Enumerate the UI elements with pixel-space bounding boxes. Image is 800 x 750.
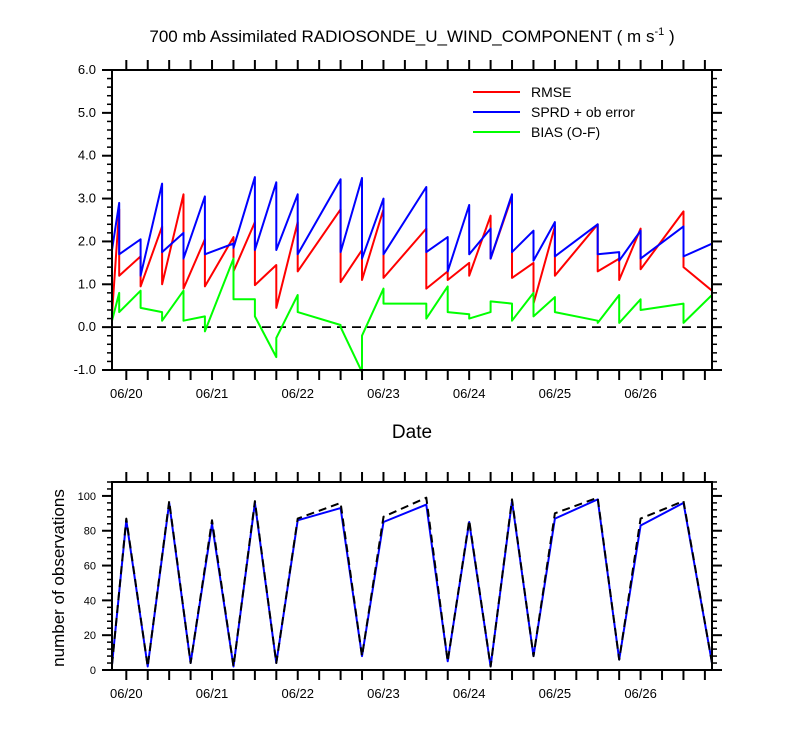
y-tick-label: -1.0 (74, 362, 96, 377)
legend-label: BIAS (O-F) (531, 124, 600, 140)
y-tick-label: 40 (84, 595, 96, 607)
y-tick-label: 100 (78, 491, 96, 503)
x-tick-label: 06/20 (110, 686, 143, 701)
bottom-panel: 06/20 06/21 06/22 06/23 06/24 06/25 06/26 0 20 40… (78, 472, 722, 701)
x-tick-label: 06/26 (624, 386, 657, 401)
x-tick-label: 06/20 (110, 386, 143, 401)
x-tick-label: 06/23 (367, 686, 400, 701)
legend-label: RMSE (531, 84, 571, 100)
bottom-axis-ticks: 06/20 06/21 06/22 06/23 06/24 06/25 06/26 0 20 40… (78, 472, 722, 701)
y-tick-label: 80 (84, 526, 96, 538)
top-axis-ticks: 06/20 06/21 06/22 06/23 06/24 06/25 06/26 -1.0 0… (74, 60, 722, 401)
top-series-lines (112, 176, 712, 374)
y-tick-label: 2.0 (78, 233, 96, 248)
y-tick-label: 4.0 (78, 148, 96, 163)
y-tick-label: 6.0 (78, 62, 96, 77)
x-tick-label: 06/22 (281, 686, 314, 701)
y-tick-label: 3.0 (78, 191, 96, 206)
x-tick-label: 06/25 (539, 386, 572, 401)
x-tick-label: 06/23 (367, 386, 400, 401)
x-tick-label: 06/24 (453, 386, 486, 401)
x-tick-label: 06/25 (539, 686, 572, 701)
bottom-series-lines (112, 496, 712, 668)
y-tick-label: 0 (90, 665, 96, 677)
series-line-bias-o-f (112, 257, 712, 374)
top-plot-frame (111, 69, 713, 371)
x-tick-label: 06/21 (196, 686, 229, 701)
top-panel: 06/20 06/21 06/22 06/23 06/24 06/25 06/26 -1.0 0… (74, 60, 722, 401)
y-tick-label: 60 (84, 561, 96, 573)
series-line-rmse (112, 193, 712, 315)
bottom-plot-frame (111, 481, 713, 671)
x-tick-label: 06/22 (281, 386, 314, 401)
x-tick-label: 06/26 (624, 686, 657, 701)
y-tick-label: 5.0 (78, 105, 96, 120)
legend-label: SPRD + ob error (531, 104, 635, 120)
series-line-sprd-ob-error (112, 176, 712, 277)
x-tick-label: 06/21 (196, 386, 229, 401)
y-axis-label-observations: number of observations (49, 489, 68, 667)
legend: RMSE SPRD + ob error BIAS (O-F) (473, 84, 635, 140)
y-tick-label: 0.0 (78, 319, 96, 334)
x-axis-label: Date (392, 422, 432, 443)
x-tick-label: 06/24 (453, 686, 486, 701)
y-tick-label: 1.0 (78, 276, 96, 291)
series-line-dashed (112, 496, 712, 668)
chart-title: 700 mb Assimilated RADIOSONDE_U_WIND_COM… (149, 26, 674, 46)
y-tick-label: 20 (84, 630, 96, 642)
